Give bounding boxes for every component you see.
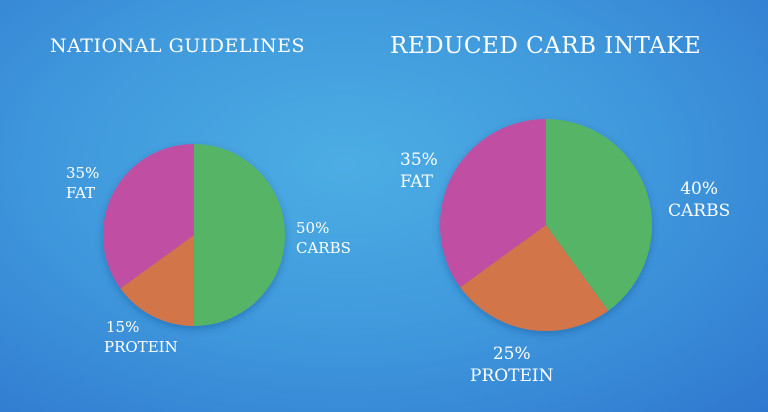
slice-protein xyxy=(460,225,609,331)
label-carbs-2: 40% CARBS xyxy=(668,179,731,221)
label-fat-1: 35% FAT xyxy=(66,164,100,202)
label-carbs-1: 50% CARBS xyxy=(296,219,351,257)
slice-carbs xyxy=(194,144,285,326)
label-protein-2: 25% PROTEIN xyxy=(470,344,554,386)
slice-carbs xyxy=(546,119,652,311)
slice-protein xyxy=(120,235,194,326)
slice-fat xyxy=(440,119,546,288)
pie-2 xyxy=(440,119,652,331)
pie-1 xyxy=(103,144,285,326)
chart-title-national-guidelines: NATIONAL GUIDELINES xyxy=(50,35,305,57)
label-fat-2: 35% FAT xyxy=(400,150,438,192)
slice-fat xyxy=(103,144,194,289)
label-protein-1: 15% PROTEIN xyxy=(104,318,178,356)
chart-title-reduced-carb: REDUCED CARB INTAKE xyxy=(390,33,702,59)
